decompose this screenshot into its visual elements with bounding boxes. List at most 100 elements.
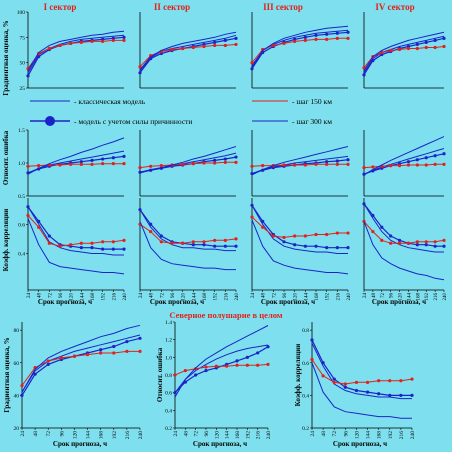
point-step150 (37, 164, 41, 168)
point-causal (194, 373, 198, 377)
point-causal (138, 208, 142, 212)
x-tick-label: 72 (46, 431, 52, 437)
point-causal (310, 338, 314, 342)
series-step300 (139, 221, 236, 271)
series-classic (363, 35, 445, 74)
point-step150 (90, 162, 94, 166)
x-tick-label: 216 (112, 293, 117, 301)
panel-IV-grad (362, 12, 446, 89)
series-step150 (311, 359, 413, 385)
series-step300 (27, 218, 125, 275)
y-tick-label: 1.5 (18, 128, 25, 134)
point-causal (325, 32, 329, 36)
y-tick-label: 0.6 (165, 391, 172, 397)
point-causal (335, 31, 339, 35)
panel-II-corr: 24 48 72 96 120 144 168 192 216 240 (138, 198, 240, 301)
point-step150 (380, 238, 384, 242)
summary-title: Северное полушарие в целом (169, 310, 282, 320)
point-causal (112, 344, 116, 349)
ylabel-rel: Относит. ошибка (2, 130, 10, 185)
x-tick-label: 48 (372, 293, 377, 299)
point-causal (235, 359, 239, 363)
point-causal (362, 172, 366, 176)
point-step150 (69, 41, 73, 46)
y-tick-label: 1.2 (165, 338, 172, 344)
point-causal (388, 393, 392, 397)
y-tick-label: 0.6 (302, 361, 309, 367)
point-causal (26, 205, 30, 209)
point-causal (122, 35, 126, 39)
ylabel-corr: Коэфф. корреляции (2, 209, 10, 272)
y-tick-label: 0.2 (302, 426, 309, 432)
point-causal (261, 219, 265, 223)
ylabel-grad-bottom: Градиентная оценка, % (3, 337, 11, 412)
x-tick-label: 96 (283, 293, 288, 299)
panel-III-rel (250, 130, 350, 197)
series-step150 (21, 350, 140, 386)
point-causal (332, 377, 336, 381)
legend-classic-label: - классическая модель (74, 97, 146, 106)
y-tick-label: 0.8 (302, 328, 309, 334)
point-step150 (314, 162, 318, 166)
y-tick-label: 1.0 (18, 161, 25, 167)
sector-title-4: IV сектор (375, 2, 414, 12)
series-classic (139, 34, 237, 72)
point-step150 (85, 353, 90, 357)
point-causal (346, 246, 350, 250)
point-causal (335, 159, 339, 163)
series-classic (27, 150, 125, 174)
series-causal (363, 153, 445, 175)
point-step150 (365, 380, 370, 384)
point-step150 (26, 213, 30, 218)
point-step150 (111, 240, 115, 244)
point-step150 (389, 241, 393, 245)
panel-III-grad (250, 12, 350, 89)
point-step150 (261, 225, 265, 229)
point-step150 (433, 162, 437, 166)
point-step150 (46, 359, 50, 363)
point-step150 (415, 46, 419, 51)
y-tick-label: 0.6 (18, 222, 25, 228)
point-step150 (213, 43, 217, 48)
y-tick-label: 60 (14, 361, 20, 367)
point-step150 (181, 46, 185, 51)
point-step150 (389, 164, 393, 168)
point-step150 (362, 66, 366, 70)
x-tick-label: 24 (251, 293, 256, 299)
y-tick-label: 0.4 (165, 408, 172, 414)
point-causal (399, 393, 403, 397)
series-step150 (174, 363, 269, 376)
point-step150 (362, 166, 366, 170)
x-tick-label: 120 (70, 293, 75, 301)
x-tick-label: 96 (390, 293, 395, 299)
series-step300 (251, 219, 349, 275)
x-tick-label: 168 (203, 293, 208, 301)
point-causal (213, 158, 217, 162)
y-tick-label: 0.8 (165, 373, 172, 379)
y-tick-label: 0.5 (18, 194, 25, 200)
panel-II-rel (138, 130, 238, 197)
point-step150 (424, 240, 428, 244)
legend: - классическая модель - модель с учетом … (30, 97, 332, 126)
point-causal (234, 36, 238, 40)
point-step150 (173, 373, 177, 377)
point-step150 (181, 162, 185, 166)
point-causal (33, 372, 37, 376)
x-tick-label: 192 (245, 431, 251, 440)
x-tick-label: 48 (38, 293, 43, 299)
point-step150 (213, 238, 217, 242)
x-tick-label: 192 (102, 293, 107, 301)
x-tick-label: 216 (399, 431, 405, 440)
point-step150 (234, 42, 238, 47)
point-step150 (371, 229, 375, 234)
point-step150 (69, 243, 73, 247)
series-step150 (139, 223, 237, 244)
point-causal (223, 157, 227, 161)
point-step150 (433, 240, 437, 244)
point-step150 (321, 374, 325, 378)
panel-IV-corr: 24 48 72 96 120 144 168 192 216 240 (362, 198, 448, 301)
point-step150 (442, 162, 446, 166)
panel-IV-rel (362, 130, 446, 197)
point-step150 (37, 225, 41, 229)
